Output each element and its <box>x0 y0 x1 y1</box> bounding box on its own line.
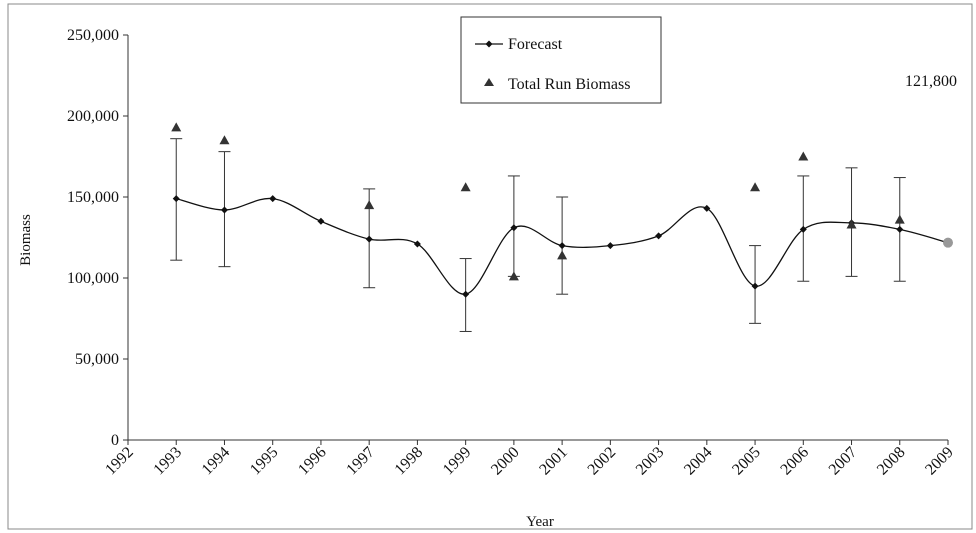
forecast-point <box>510 224 518 232</box>
forecast-series-group <box>172 195 953 298</box>
forecast-point <box>703 204 711 212</box>
forecast-point <box>655 232 663 240</box>
forecast-point <box>269 195 277 203</box>
legend-triangle-icon <box>484 78 494 86</box>
x-axis-title: Year <box>526 514 554 530</box>
total-run-biomass-point <box>364 200 375 210</box>
forecast-point <box>365 235 373 243</box>
y-tick-label: 200,000 <box>67 108 119 125</box>
forecast-point <box>558 242 566 250</box>
legend-forecast-label: Forecast <box>508 36 563 53</box>
total-run-biomass-point <box>846 219 857 229</box>
annotation-121800: 121,800 <box>905 73 957 90</box>
y-tick-label: 100,000 <box>67 270 119 287</box>
forecast-point <box>751 282 759 290</box>
total-run-biomass-point <box>460 182 471 192</box>
total-run-biomass-point <box>557 250 568 260</box>
legend-forecast-diamond-icon <box>485 40 493 48</box>
total-run-biomass-point <box>894 214 905 224</box>
legend-total-run-biomass-label: Total Run Biomass <box>508 76 630 93</box>
total-run-biomass-point <box>219 135 230 145</box>
forecast-2009-highlight-point <box>943 237 953 248</box>
total-run-biomass-point <box>798 151 809 161</box>
total-run-biomass-point <box>750 182 761 192</box>
y-axis-title: Biomass <box>18 214 34 266</box>
total-run-biomass-series-group <box>171 122 905 281</box>
forecast-point <box>317 217 325 225</box>
total-run-biomass-point <box>171 122 182 132</box>
forecast-point <box>606 242 614 250</box>
y-tick-label: 0 <box>111 432 119 449</box>
y-tick-label: 250,000 <box>67 27 119 44</box>
forecast-point <box>413 240 421 248</box>
legend-box <box>460 16 662 104</box>
forecast-point <box>799 225 807 233</box>
forecast-point <box>220 206 228 214</box>
legend: Forecast Total Run Biomass <box>460 16 662 104</box>
forecast-point <box>172 195 180 203</box>
y-tick-label: 150,000 <box>67 189 119 206</box>
forecast-point <box>462 290 470 298</box>
forecast-point <box>896 225 904 233</box>
y-tick-label: 50,000 <box>75 351 119 368</box>
total-run-biomass-point <box>508 271 519 281</box>
